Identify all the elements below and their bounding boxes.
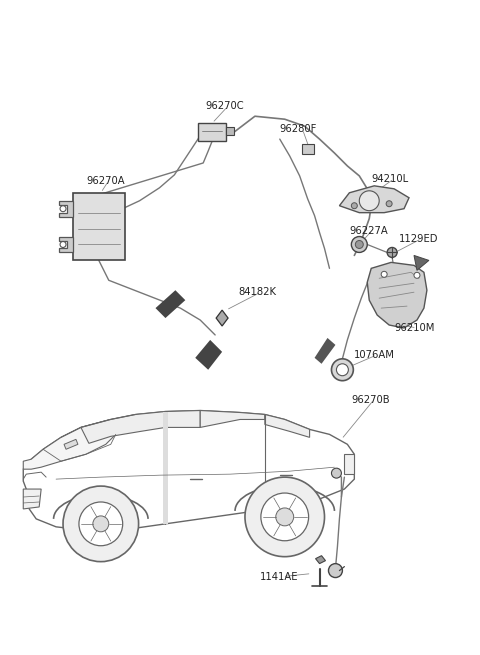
Polygon shape: [164, 411, 168, 524]
Text: 96270C: 96270C: [205, 102, 244, 111]
Text: 96270A: 96270A: [86, 176, 124, 186]
Bar: [301, 144, 313, 154]
Text: 96270B: 96270B: [351, 394, 390, 405]
Circle shape: [63, 486, 139, 561]
Text: 84182K: 84182K: [238, 287, 276, 297]
Circle shape: [60, 206, 66, 212]
Polygon shape: [344, 455, 354, 474]
Text: 1129ED: 1129ED: [399, 234, 439, 244]
Polygon shape: [166, 411, 200, 428]
Circle shape: [79, 502, 123, 546]
Polygon shape: [59, 236, 73, 252]
Polygon shape: [314, 338, 336, 364]
Polygon shape: [195, 340, 222, 370]
Circle shape: [386, 200, 392, 207]
Circle shape: [93, 516, 109, 532]
Text: 96280F: 96280F: [280, 124, 317, 134]
Circle shape: [332, 468, 341, 478]
Circle shape: [414, 272, 420, 278]
Circle shape: [261, 493, 309, 541]
Polygon shape: [23, 411, 354, 531]
Polygon shape: [81, 411, 166, 443]
Text: 94210L: 94210L: [371, 174, 408, 184]
Polygon shape: [156, 290, 185, 318]
Circle shape: [360, 191, 379, 211]
Circle shape: [245, 477, 324, 557]
Polygon shape: [59, 200, 73, 217]
Polygon shape: [265, 415, 310, 438]
Text: 96227A: 96227A: [349, 225, 388, 236]
Text: 96210M: 96210M: [394, 323, 434, 333]
Polygon shape: [339, 186, 409, 213]
Polygon shape: [23, 489, 41, 509]
Circle shape: [60, 242, 66, 248]
Circle shape: [351, 236, 367, 252]
Polygon shape: [367, 263, 427, 328]
Polygon shape: [200, 411, 265, 428]
Circle shape: [387, 248, 397, 257]
Text: 1076AM: 1076AM: [354, 350, 395, 360]
Text: 1141AE: 1141AE: [260, 572, 299, 582]
Circle shape: [381, 271, 387, 277]
Circle shape: [355, 240, 363, 248]
Circle shape: [351, 203, 357, 209]
Polygon shape: [216, 310, 228, 326]
Circle shape: [276, 508, 294, 526]
Circle shape: [332, 359, 353, 381]
Bar: [73, 193, 125, 261]
Polygon shape: [414, 255, 429, 271]
Polygon shape: [23, 419, 116, 469]
Circle shape: [336, 364, 348, 376]
Bar: [198, 123, 226, 141]
Circle shape: [328, 563, 342, 578]
Bar: [226, 127, 234, 135]
Polygon shape: [315, 555, 325, 563]
Polygon shape: [64, 440, 78, 449]
